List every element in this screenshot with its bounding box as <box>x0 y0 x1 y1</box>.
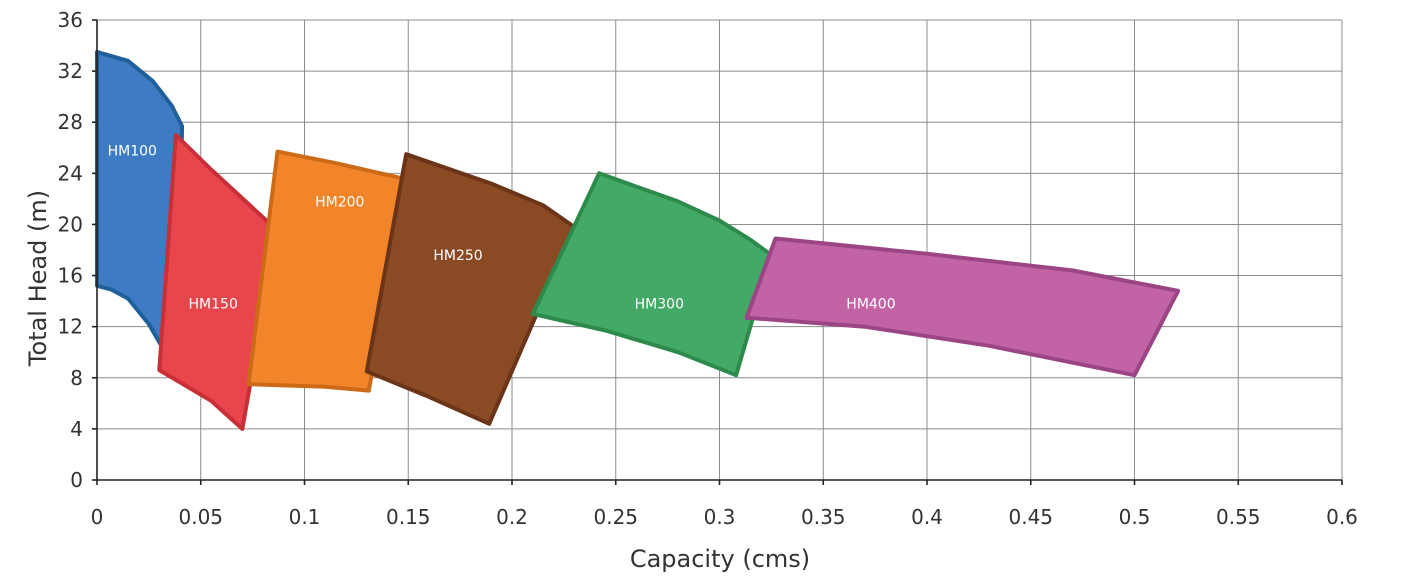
x-tick-label: 0.2 <box>496 505 528 529</box>
y-tick-label: 4 <box>70 417 83 441</box>
x-tick-label: 0.15 <box>386 505 431 529</box>
pump-regions: HM100 HM150 HM200 HM250 HM300 HM400 <box>95 49 1181 431</box>
y-tick-label: 32 <box>58 59 83 83</box>
region-label-hm200: HM200 <box>315 194 364 210</box>
region-label-hm400: HM400 <box>846 297 895 313</box>
y-tick-label: 28 <box>58 110 83 134</box>
x-tick-label: 0.3 <box>704 505 736 529</box>
region-label-hm150: HM150 <box>189 297 238 313</box>
y-tick-label: 24 <box>58 161 83 185</box>
x-tick-label: 0.55 <box>1216 505 1261 529</box>
y-axis-ticks: 0 4 8 12 16 20 24 28 32 36 <box>58 8 97 492</box>
x-tick-label: 0.4 <box>911 505 943 529</box>
x-axis-ticks: 0 0.05 0.1 0.15 0.2 0.25 0.3 0.35 0.4 0.45 0.5 0.55… <box>91 480 1358 529</box>
y-tick-label: 8 <box>70 366 83 390</box>
region-label-hm300: HM300 <box>635 297 684 313</box>
y-tick-label: 0 <box>70 468 83 492</box>
x-axis-title: Capacity (cms) <box>630 545 810 573</box>
x-tick-label: 0.5 <box>1119 505 1151 529</box>
y-tick-label: 16 <box>58 264 83 288</box>
y-tick-label: 36 <box>58 8 83 32</box>
x-tick-label: 0.6 <box>1326 505 1358 529</box>
x-tick-label: 0 <box>91 505 104 529</box>
x-tick-label: 0.35 <box>801 505 846 529</box>
x-tick-label: 0.45 <box>1008 505 1053 529</box>
y-axis-title: Total Head (m) <box>24 190 52 367</box>
region-label-hm100: HM100 <box>108 143 157 159</box>
x-tick-label: 0.1 <box>289 505 321 529</box>
x-tick-label: 0.25 <box>593 505 638 529</box>
y-tick-label: 20 <box>58 212 83 236</box>
region-hm250 <box>364 152 577 426</box>
region-hm400 <box>744 236 1181 378</box>
x-tick-label: 0.05 <box>178 505 223 529</box>
region-label-hm250: HM250 <box>433 248 482 264</box>
y-tick-label: 12 <box>58 315 83 339</box>
region-hm300 <box>530 171 774 378</box>
